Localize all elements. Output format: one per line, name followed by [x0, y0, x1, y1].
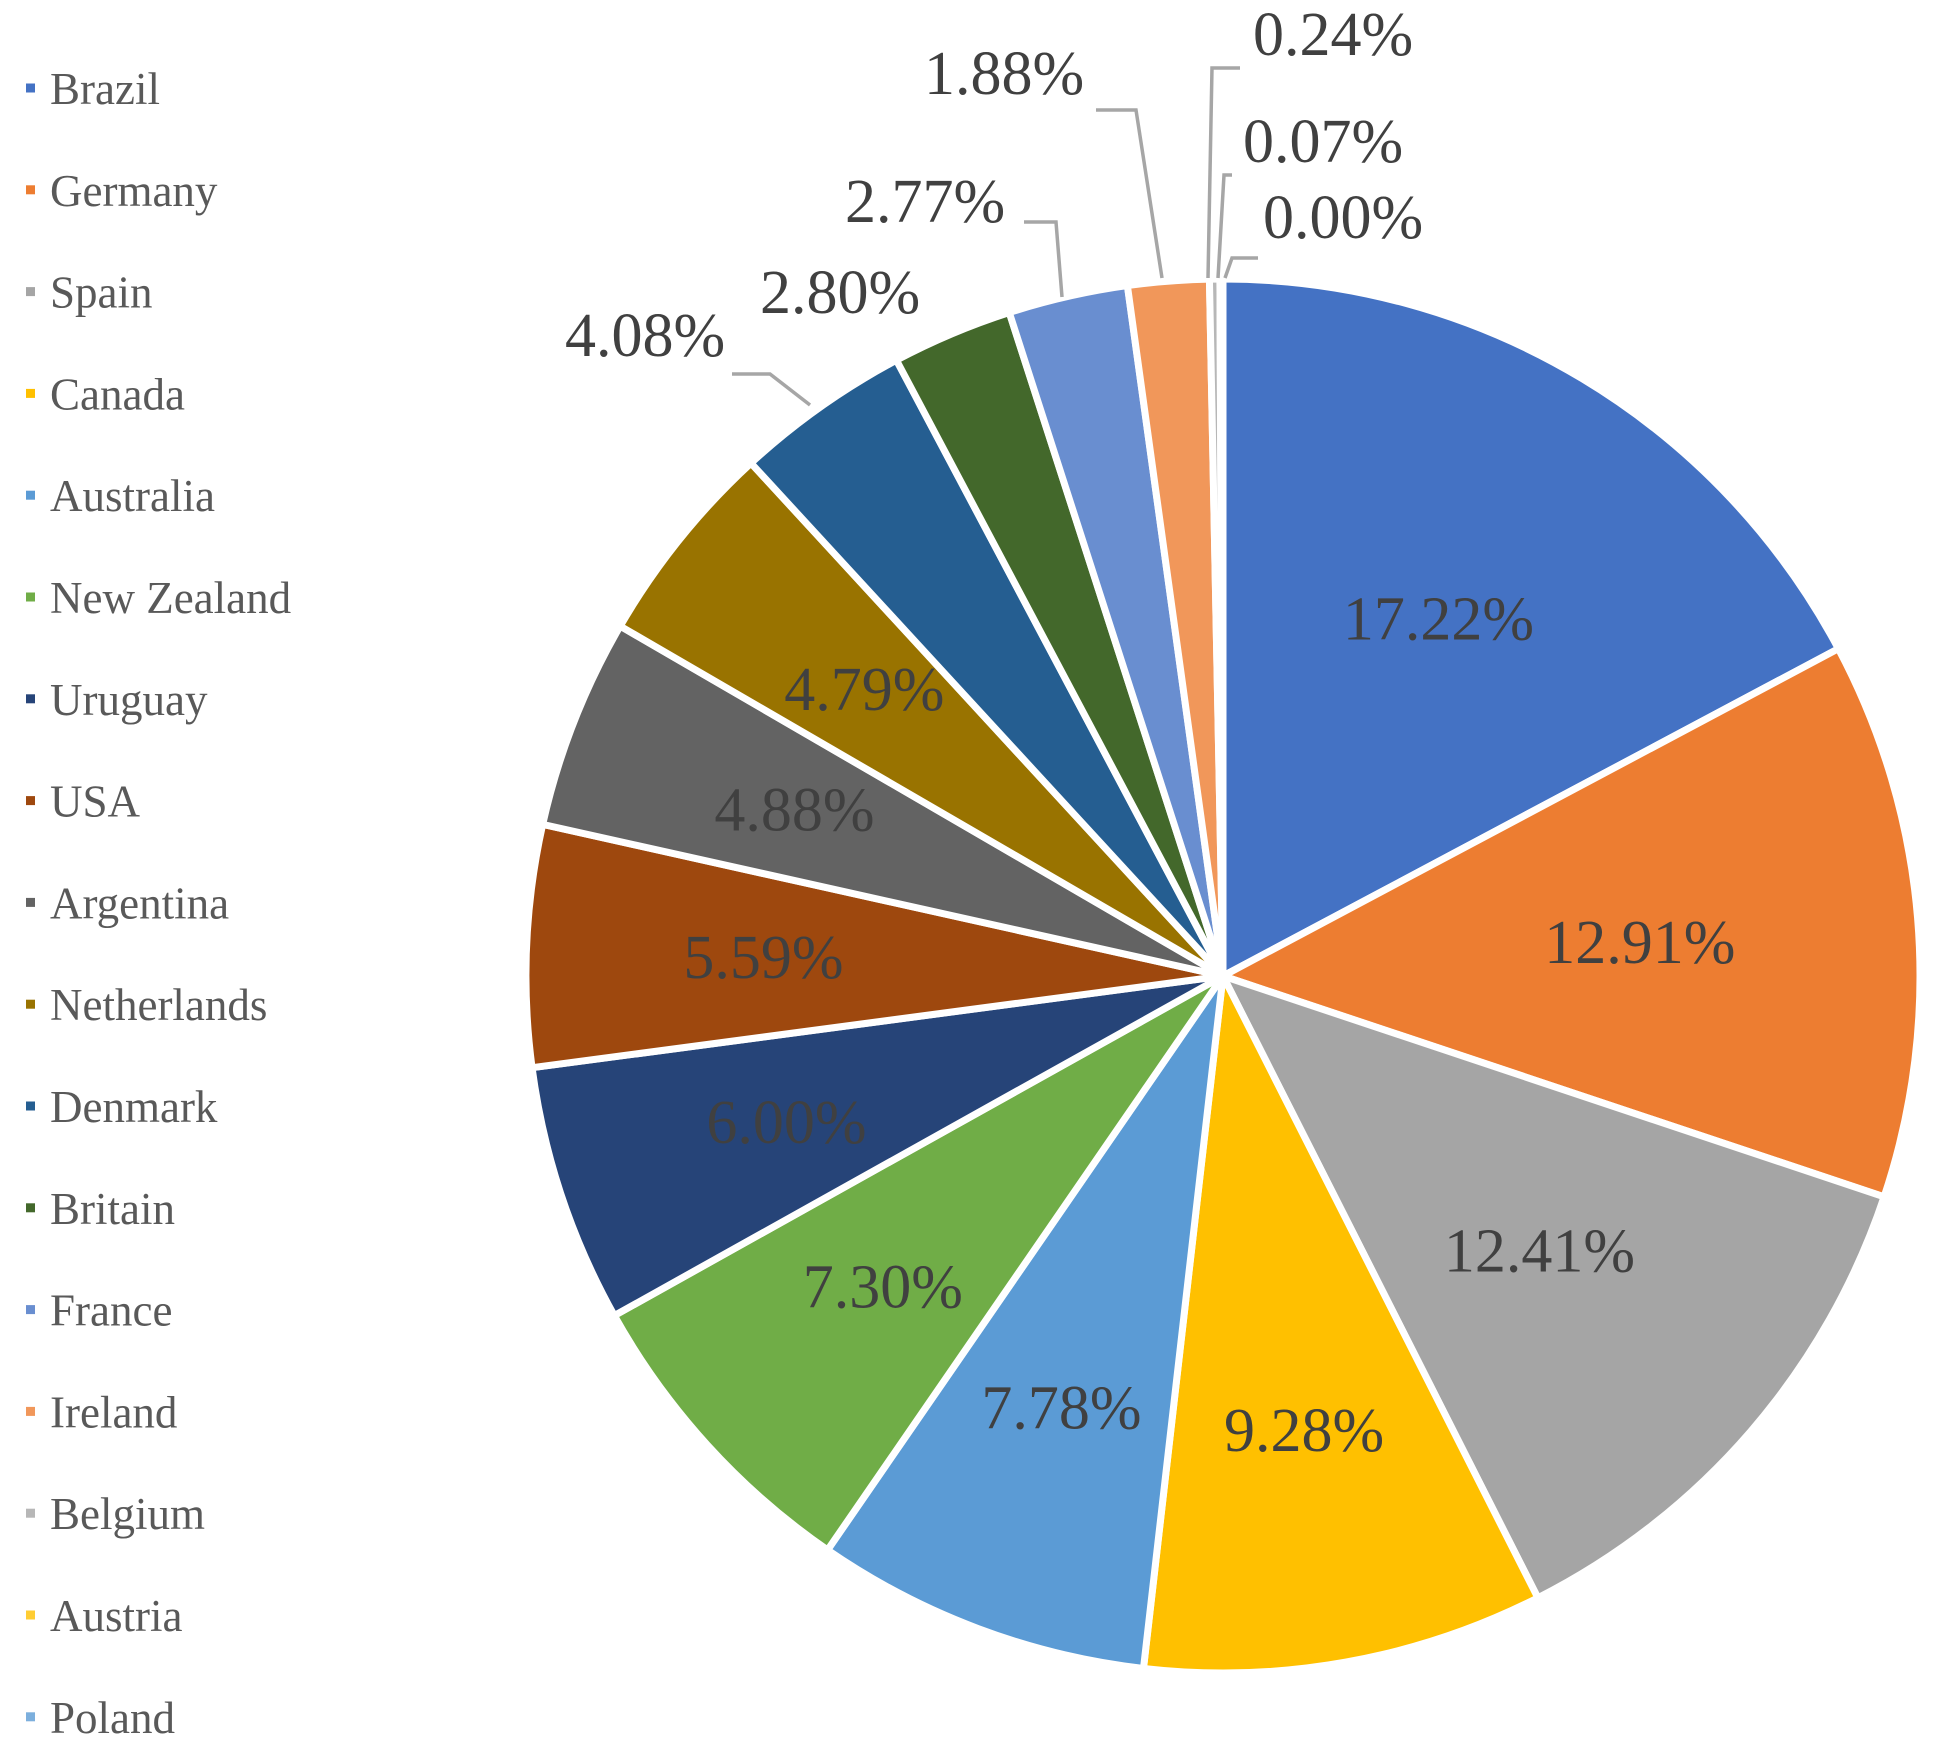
data-labels: 17.22% 12.91% 12.41% 9.28% 7.78% 7.30% 6.00% 5.…: [565, 1, 1735, 1465]
data-label-brazil: 17.22%: [1343, 586, 1534, 654]
legend-swatch-spain: [26, 287, 35, 297]
data-label-belgium: 0.24%: [1253, 1, 1413, 69]
legend-swatch-france: [26, 1305, 35, 1315]
legend-swatch-argentina: [26, 897, 35, 907]
leader-line-belgium: [1206, 66, 1240, 279]
data-label-netherlands: 4.79%: [784, 656, 944, 724]
data-label-uruguay: 6.00%: [706, 1089, 866, 1157]
data-label-denmark: 4.08%: [565, 302, 725, 370]
pie-slice-new-zealand: [610, 972, 1227, 1554]
data-label-ireland: 1.88%: [924, 40, 1084, 108]
legend-label-denmark: Denmark: [50, 1082, 218, 1132]
legend-label-poland: Poland: [50, 1693, 175, 1743]
legend-swatch-brazil: [26, 83, 35, 93]
leader-line-austria: [1216, 173, 1232, 279]
data-label-britain: 2.80%: [760, 259, 920, 327]
data-label-usa: 5.59%: [683, 924, 843, 992]
pie-slice-germany: [1219, 645, 1924, 1201]
pie-slice-uruguay: [528, 972, 1227, 1320]
legend-label-ireland: Ireland: [50, 1387, 177, 1437]
legend-label-austria: Austria: [50, 1591, 183, 1641]
data-label-germany: 12.91%: [1544, 909, 1735, 977]
data-label-australia: 7.78%: [981, 1375, 1141, 1443]
legend-swatch-poland: [26, 1712, 35, 1722]
pie-slice-spain: [1219, 972, 1888, 1602]
pie-slice-netherlands: [616, 459, 1227, 980]
leader-line-ireland: [1096, 108, 1164, 279]
legend-swatch-belgium: [26, 1508, 35, 1518]
pie-slice-austria: [1216, 275, 1227, 980]
data-label-france: 2.77%: [845, 168, 1005, 236]
legend-label-france: France: [50, 1286, 172, 1336]
pie-slice-argentina: [539, 622, 1227, 980]
legend-swatch-usa: [26, 796, 35, 806]
legend-swatch-britain: [26, 1203, 35, 1213]
data-label-spain: 12.41%: [1444, 1217, 1635, 1285]
legend-swatch-denmark: [26, 1101, 35, 1111]
data-label-poland: 0.00%: [1263, 184, 1423, 252]
pie-slice-canada: [1139, 972, 1542, 1677]
pie-slices: [522, 275, 1924, 1677]
legend-label-argentina: Argentina: [50, 878, 229, 928]
leader-line-poland: [1223, 256, 1258, 279]
legend-label-uruguay: Uruguay: [50, 675, 208, 725]
legend-label-australia: Australia: [50, 471, 215, 521]
legend-swatch-uruguay: [26, 694, 35, 704]
pie-slice-brazil: [1219, 275, 1842, 980]
leader-line-denmark: [732, 372, 812, 407]
legend-swatch-austria: [26, 1610, 35, 1620]
leader-line-france: [1024, 220, 1064, 298]
legend-label-brazil: Brazil: [50, 64, 160, 114]
legend-label-usa: USA: [50, 777, 141, 827]
legend-label-new-zealand: New Zealand: [50, 573, 291, 623]
legend-label-belgium: Belgium: [50, 1489, 205, 1539]
legend-label-netherlands: Netherlands: [50, 980, 267, 1030]
legend-swatch-canada: [26, 388, 35, 398]
legend-swatch-germany: [26, 185, 35, 195]
legend-swatch-australia: [26, 490, 35, 500]
data-label-canada: 9.28%: [1224, 1397, 1384, 1465]
legend-label-canada: Canada: [50, 369, 185, 419]
legend-label-spain: Spain: [50, 268, 153, 318]
legend-label-germany: Germany: [50, 166, 218, 216]
legend: Brazil Germany Spain Canada Australia New Zea…: [26, 64, 291, 1743]
pie-slice-australia: [824, 972, 1227, 1672]
legend-swatch-ireland: [26, 1406, 35, 1416]
data-label-new-zealand: 7.30%: [803, 1254, 963, 1322]
data-label-argentina: 4.88%: [714, 777, 874, 845]
legend-swatch-new-zealand: [26, 592, 35, 602]
legend-label-britain: Britain: [50, 1184, 175, 1234]
data-label-austria: 0.07%: [1243, 108, 1403, 176]
leader-lines: [732, 66, 1258, 407]
legend-swatch-netherlands: [26, 999, 35, 1009]
pie-slice-usa: [522, 820, 1227, 1072]
